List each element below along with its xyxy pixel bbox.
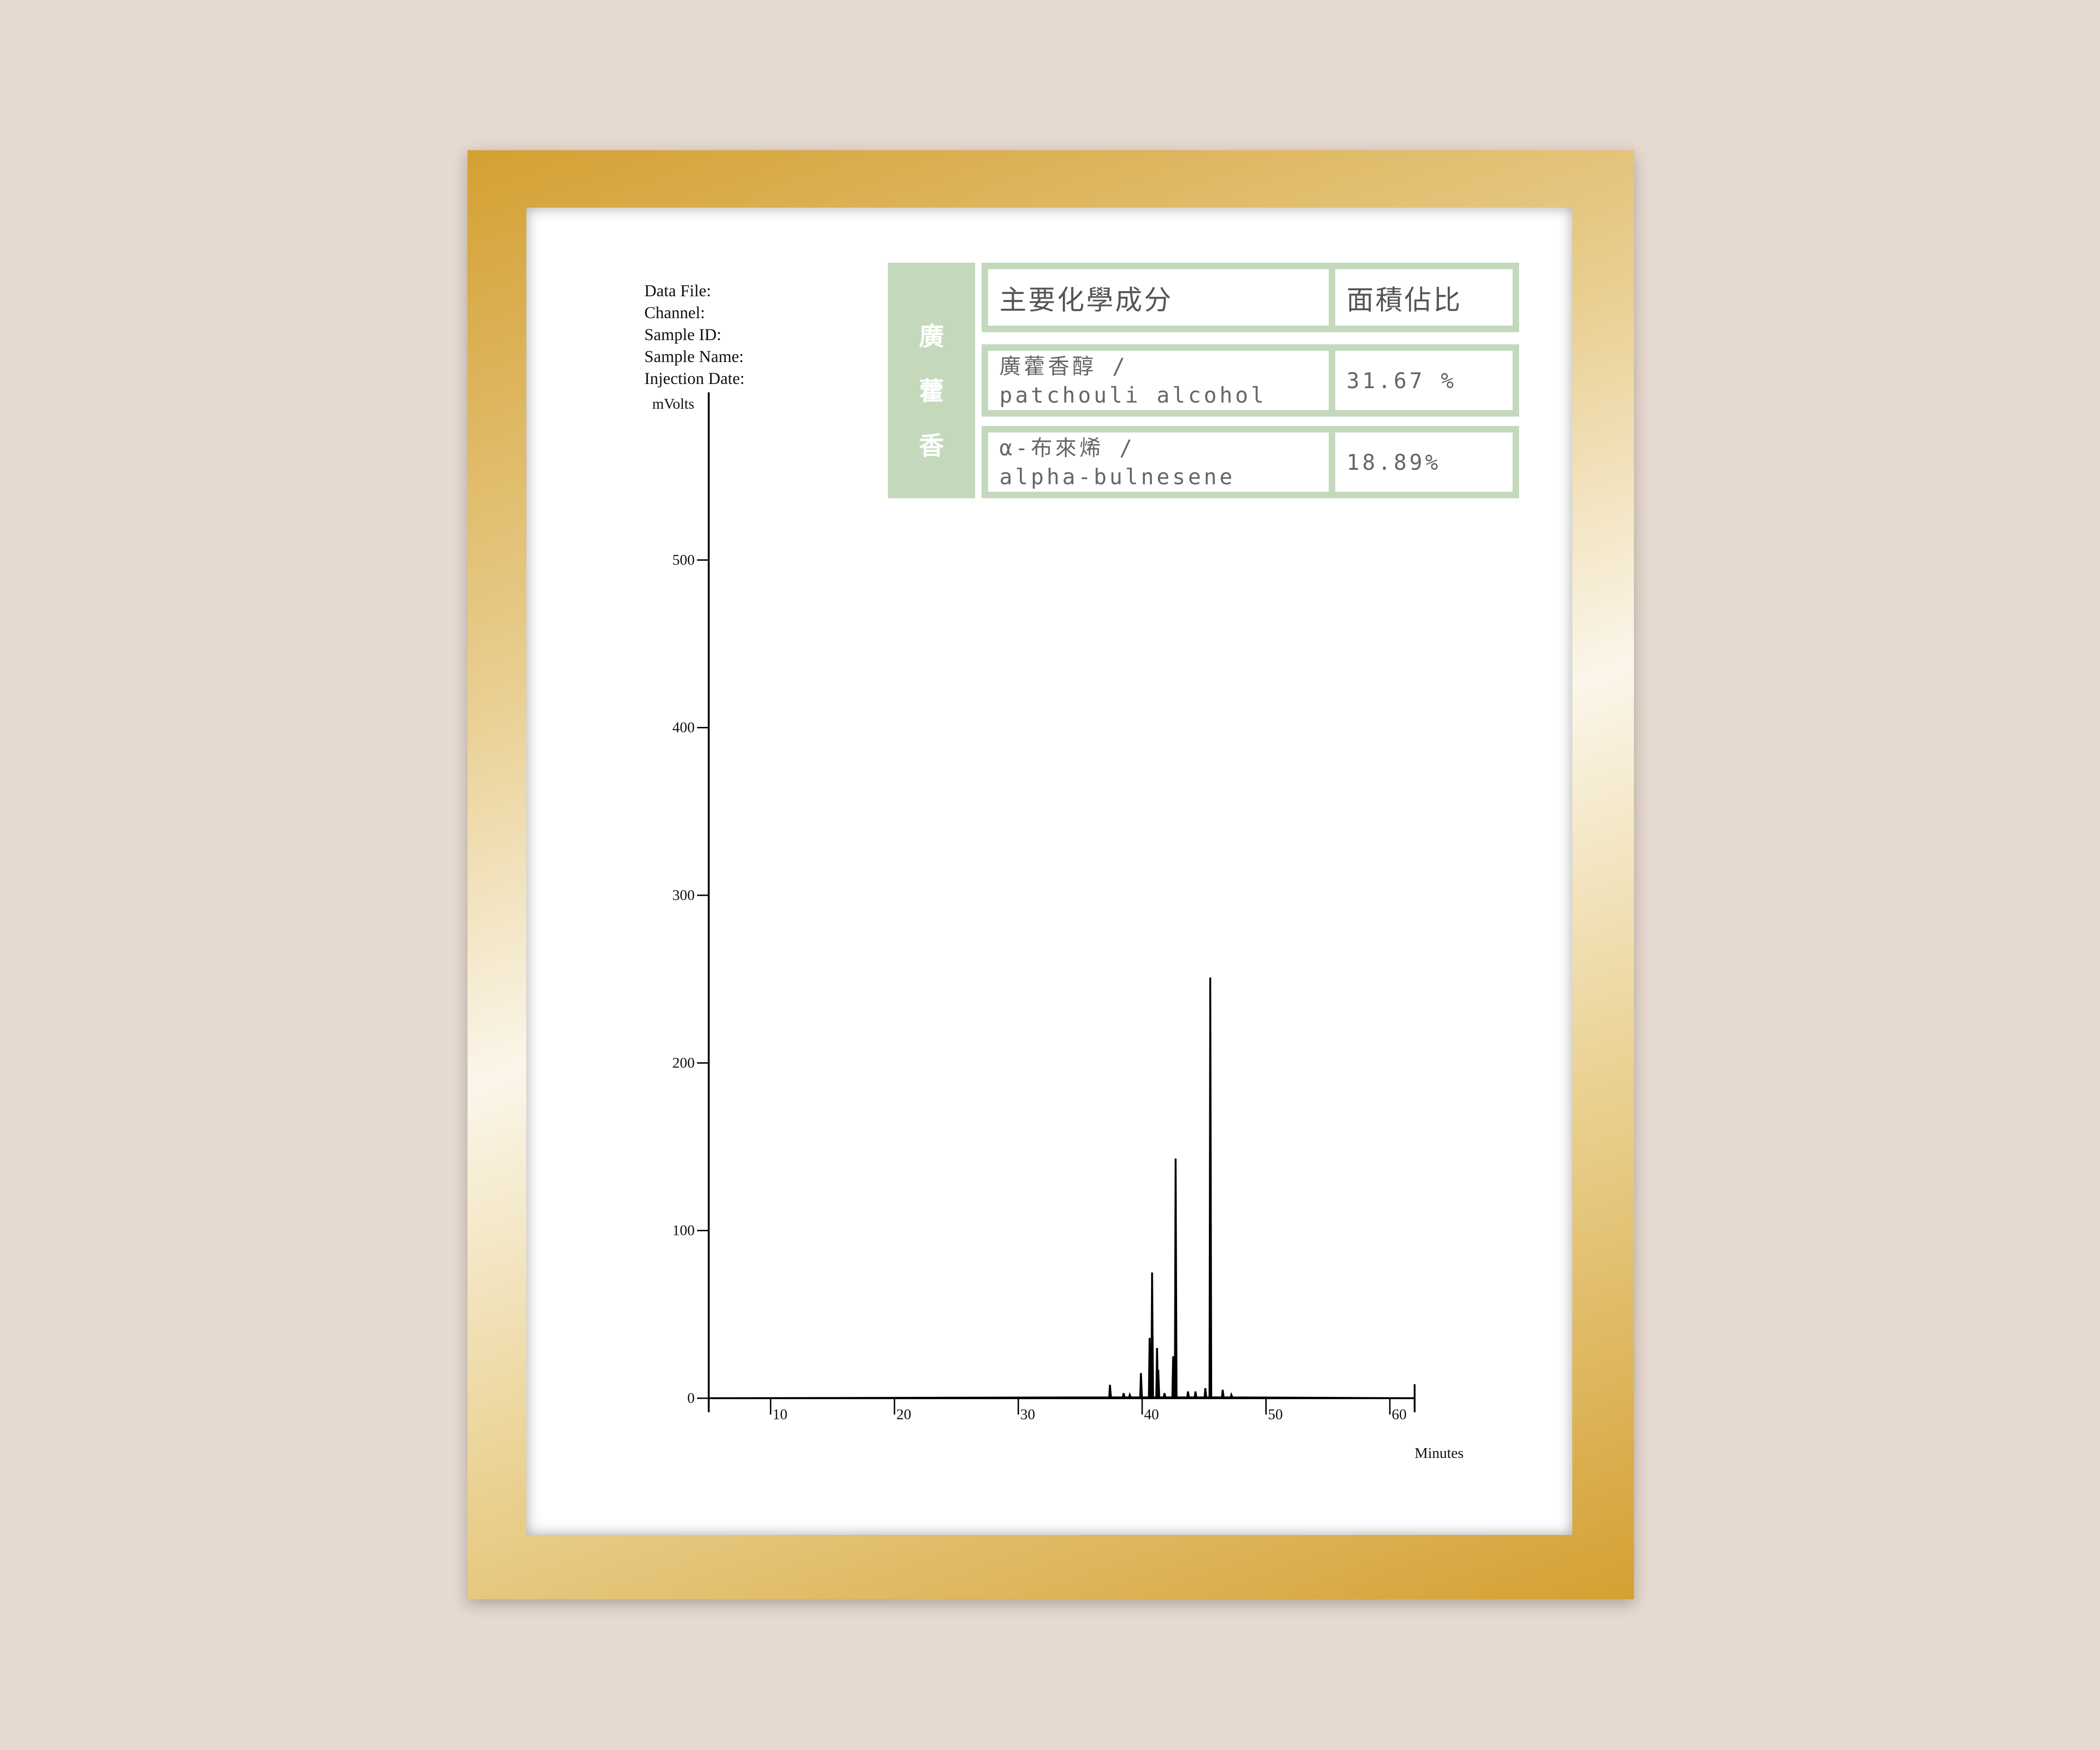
x-tick-label: 60	[1392, 1406, 1407, 1422]
x-tick-label: 10	[773, 1406, 788, 1422]
component-cell: α-布來烯 / alpha-bulnesene	[988, 432, 1329, 492]
y-tick-label: 400	[672, 719, 695, 736]
oil-name-char: 藿	[919, 376, 944, 406]
x-tick-label: 20	[896, 1406, 911, 1422]
chromatogram-meta: Data File: Channel: Sample ID: Sample Na…	[644, 280, 745, 390]
x-tick-label: 40	[1144, 1406, 1159, 1422]
meta-channel: Channel:	[644, 303, 705, 322]
component-zh: 廣藿香醇 /	[999, 353, 1128, 379]
meta-injection-date: Injection Date:	[644, 369, 745, 388]
x-tick-label: 30	[1020, 1406, 1035, 1422]
oil-name-label: 廣 藿 香	[888, 263, 975, 498]
x-tick-label: 50	[1268, 1406, 1283, 1422]
chromatogram-trace	[708, 977, 1415, 1399]
area-cell: 31.67 %	[1335, 351, 1513, 410]
area-cell: 18.89%	[1335, 432, 1513, 492]
component-en: alpha-bulnesene	[999, 464, 1235, 489]
y-tick-label: 100	[672, 1222, 695, 1239]
y-axis-label: mVolts	[652, 395, 694, 412]
x-axis-label: Minutes	[1415, 1444, 1464, 1461]
meta-sample-name: Sample Name:	[644, 347, 744, 366]
table-row: 廣藿香醇 / patchouli alcohol 31.67 %	[982, 344, 1519, 417]
y-tick-label: 500	[672, 551, 695, 568]
component-cell: 廣藿香醇 / patchouli alcohol	[988, 351, 1329, 410]
oil-name-char: 香	[919, 431, 944, 460]
header-area: 面積佔比	[1335, 269, 1513, 326]
meta-data-file: Data File:	[644, 281, 711, 300]
y-tick-label: 300	[672, 886, 695, 903]
y-tick-label: 0	[687, 1389, 695, 1406]
y-tick-label: 200	[672, 1054, 695, 1071]
component-zh: α-布來烯 /	[999, 435, 1135, 460]
component-en: patchouli alcohol	[999, 382, 1267, 408]
table-header-row: 主要化學成分 面積佔比	[982, 263, 1519, 332]
header-component: 主要化學成分	[988, 269, 1329, 326]
table-row: α-布來烯 / alpha-bulnesene 18.89%	[982, 426, 1519, 498]
oil-name-char: 廣	[919, 322, 944, 351]
meta-sample-id: Sample ID:	[644, 325, 721, 344]
